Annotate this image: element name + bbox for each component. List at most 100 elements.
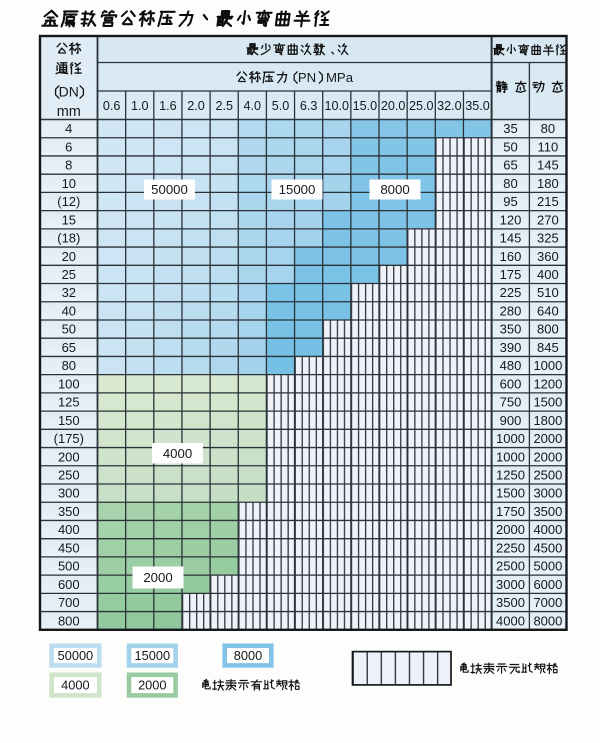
svg-text:5.0: 5.0 xyxy=(272,99,290,113)
svg-text:390: 390 xyxy=(500,340,522,355)
svg-text:500: 500 xyxy=(58,559,80,574)
svg-text:1500: 1500 xyxy=(496,486,525,501)
svg-text:80: 80 xyxy=(503,176,517,191)
svg-text:50000: 50000 xyxy=(58,648,94,663)
svg-text:15.0: 15.0 xyxy=(353,99,378,113)
svg-text:4000: 4000 xyxy=(533,522,562,537)
svg-text:400: 400 xyxy=(58,522,80,537)
svg-text:mm: mm xyxy=(57,104,81,120)
svg-text:2000: 2000 xyxy=(138,678,166,693)
svg-text:200: 200 xyxy=(58,449,80,464)
svg-text:15: 15 xyxy=(62,212,76,227)
svg-text:8000: 8000 xyxy=(234,648,262,663)
svg-text:270: 270 xyxy=(537,212,559,227)
svg-text:50000: 50000 xyxy=(151,182,188,197)
svg-text:80: 80 xyxy=(62,358,76,373)
svg-text:20: 20 xyxy=(62,249,76,264)
svg-text:2250: 2250 xyxy=(496,540,525,555)
svg-text:10.0: 10.0 xyxy=(325,99,350,113)
svg-text:2.5: 2.5 xyxy=(215,99,233,113)
svg-text:50: 50 xyxy=(62,322,76,337)
svg-text:2000: 2000 xyxy=(143,570,172,585)
svg-text:360: 360 xyxy=(537,249,559,264)
svg-text:3000: 3000 xyxy=(533,486,562,501)
svg-text:6: 6 xyxy=(65,139,72,154)
svg-text:750: 750 xyxy=(500,395,522,410)
svg-text:480: 480 xyxy=(500,358,522,373)
svg-text:15000: 15000 xyxy=(135,648,171,663)
svg-text:2000: 2000 xyxy=(533,449,562,464)
svg-text:1800: 1800 xyxy=(533,413,562,428)
svg-text:DN: DN xyxy=(59,84,79,100)
svg-text:4: 4 xyxy=(65,121,72,136)
svg-text:250: 250 xyxy=(58,468,80,483)
svg-text:600: 600 xyxy=(500,376,522,391)
svg-text:8: 8 xyxy=(65,158,72,173)
svg-text:1250: 1250 xyxy=(496,468,525,483)
svg-text:35: 35 xyxy=(503,121,517,136)
svg-text:160: 160 xyxy=(500,249,522,264)
svg-text:1750: 1750 xyxy=(496,504,525,519)
svg-text:1000: 1000 xyxy=(496,449,525,464)
svg-text:120: 120 xyxy=(500,212,522,227)
svg-text:700: 700 xyxy=(58,595,80,610)
svg-text:8000: 8000 xyxy=(380,182,409,197)
svg-text:900: 900 xyxy=(500,413,522,428)
svg-text:510: 510 xyxy=(537,285,559,300)
svg-text:100: 100 xyxy=(58,376,80,391)
svg-text:150: 150 xyxy=(58,413,80,428)
svg-text:110: 110 xyxy=(538,139,559,154)
svg-text:25.0: 25.0 xyxy=(409,99,434,113)
svg-text:145: 145 xyxy=(537,158,559,173)
svg-text:PN: PN xyxy=(298,70,316,85)
svg-text:50: 50 xyxy=(503,139,517,154)
svg-text:80: 80 xyxy=(541,121,555,136)
svg-text:845: 845 xyxy=(537,340,559,355)
svg-text:32: 32 xyxy=(62,285,76,300)
svg-text:5000: 5000 xyxy=(533,559,562,574)
svg-text:3500: 3500 xyxy=(496,595,525,610)
svg-text:4500: 4500 xyxy=(533,540,562,555)
svg-text:15000: 15000 xyxy=(279,182,316,197)
svg-text:2.0: 2.0 xyxy=(187,99,205,113)
svg-text:300: 300 xyxy=(58,486,80,501)
svg-text:7000: 7000 xyxy=(533,595,562,610)
svg-text:3000: 3000 xyxy=(496,577,525,592)
svg-text:25: 25 xyxy=(62,267,76,282)
svg-text:2000: 2000 xyxy=(533,431,562,446)
svg-text:1000: 1000 xyxy=(496,431,525,446)
svg-text:350: 350 xyxy=(58,504,80,519)
svg-text:4000: 4000 xyxy=(496,613,525,628)
svg-text:1000: 1000 xyxy=(533,358,562,373)
svg-text:600: 600 xyxy=(58,577,80,592)
svg-text:215: 215 xyxy=(537,194,559,209)
svg-text:20.0: 20.0 xyxy=(381,99,406,113)
svg-text:4000: 4000 xyxy=(163,446,192,461)
svg-text:(18): (18) xyxy=(57,231,80,246)
svg-text:180: 180 xyxy=(537,176,559,191)
svg-text:125: 125 xyxy=(58,395,80,410)
svg-text:640: 640 xyxy=(537,304,559,319)
svg-text:325: 325 xyxy=(537,231,559,246)
svg-text:MPa: MPa xyxy=(326,70,354,85)
svg-text:4.0: 4.0 xyxy=(244,99,262,113)
svg-text:3500: 3500 xyxy=(533,504,562,519)
svg-text:95: 95 xyxy=(503,194,517,209)
svg-text:1.0: 1.0 xyxy=(131,99,149,113)
svg-text:145: 145 xyxy=(500,231,522,246)
svg-text:(12): (12) xyxy=(57,194,80,209)
svg-text:0.6: 0.6 xyxy=(103,99,121,113)
svg-text:6000: 6000 xyxy=(533,577,562,592)
svg-text:225: 225 xyxy=(500,285,522,300)
svg-text:800: 800 xyxy=(58,613,80,628)
svg-text:40: 40 xyxy=(62,304,76,319)
svg-text:32.0: 32.0 xyxy=(437,99,462,113)
svg-text:400: 400 xyxy=(537,267,559,282)
svg-text:2000: 2000 xyxy=(496,522,525,537)
svg-text:8000: 8000 xyxy=(533,613,562,628)
svg-text:65: 65 xyxy=(503,158,517,173)
svg-text:175: 175 xyxy=(500,267,522,282)
svg-text:2500: 2500 xyxy=(496,559,525,574)
svg-text:(175): (175) xyxy=(54,431,84,446)
svg-text:6.3: 6.3 xyxy=(300,99,318,113)
